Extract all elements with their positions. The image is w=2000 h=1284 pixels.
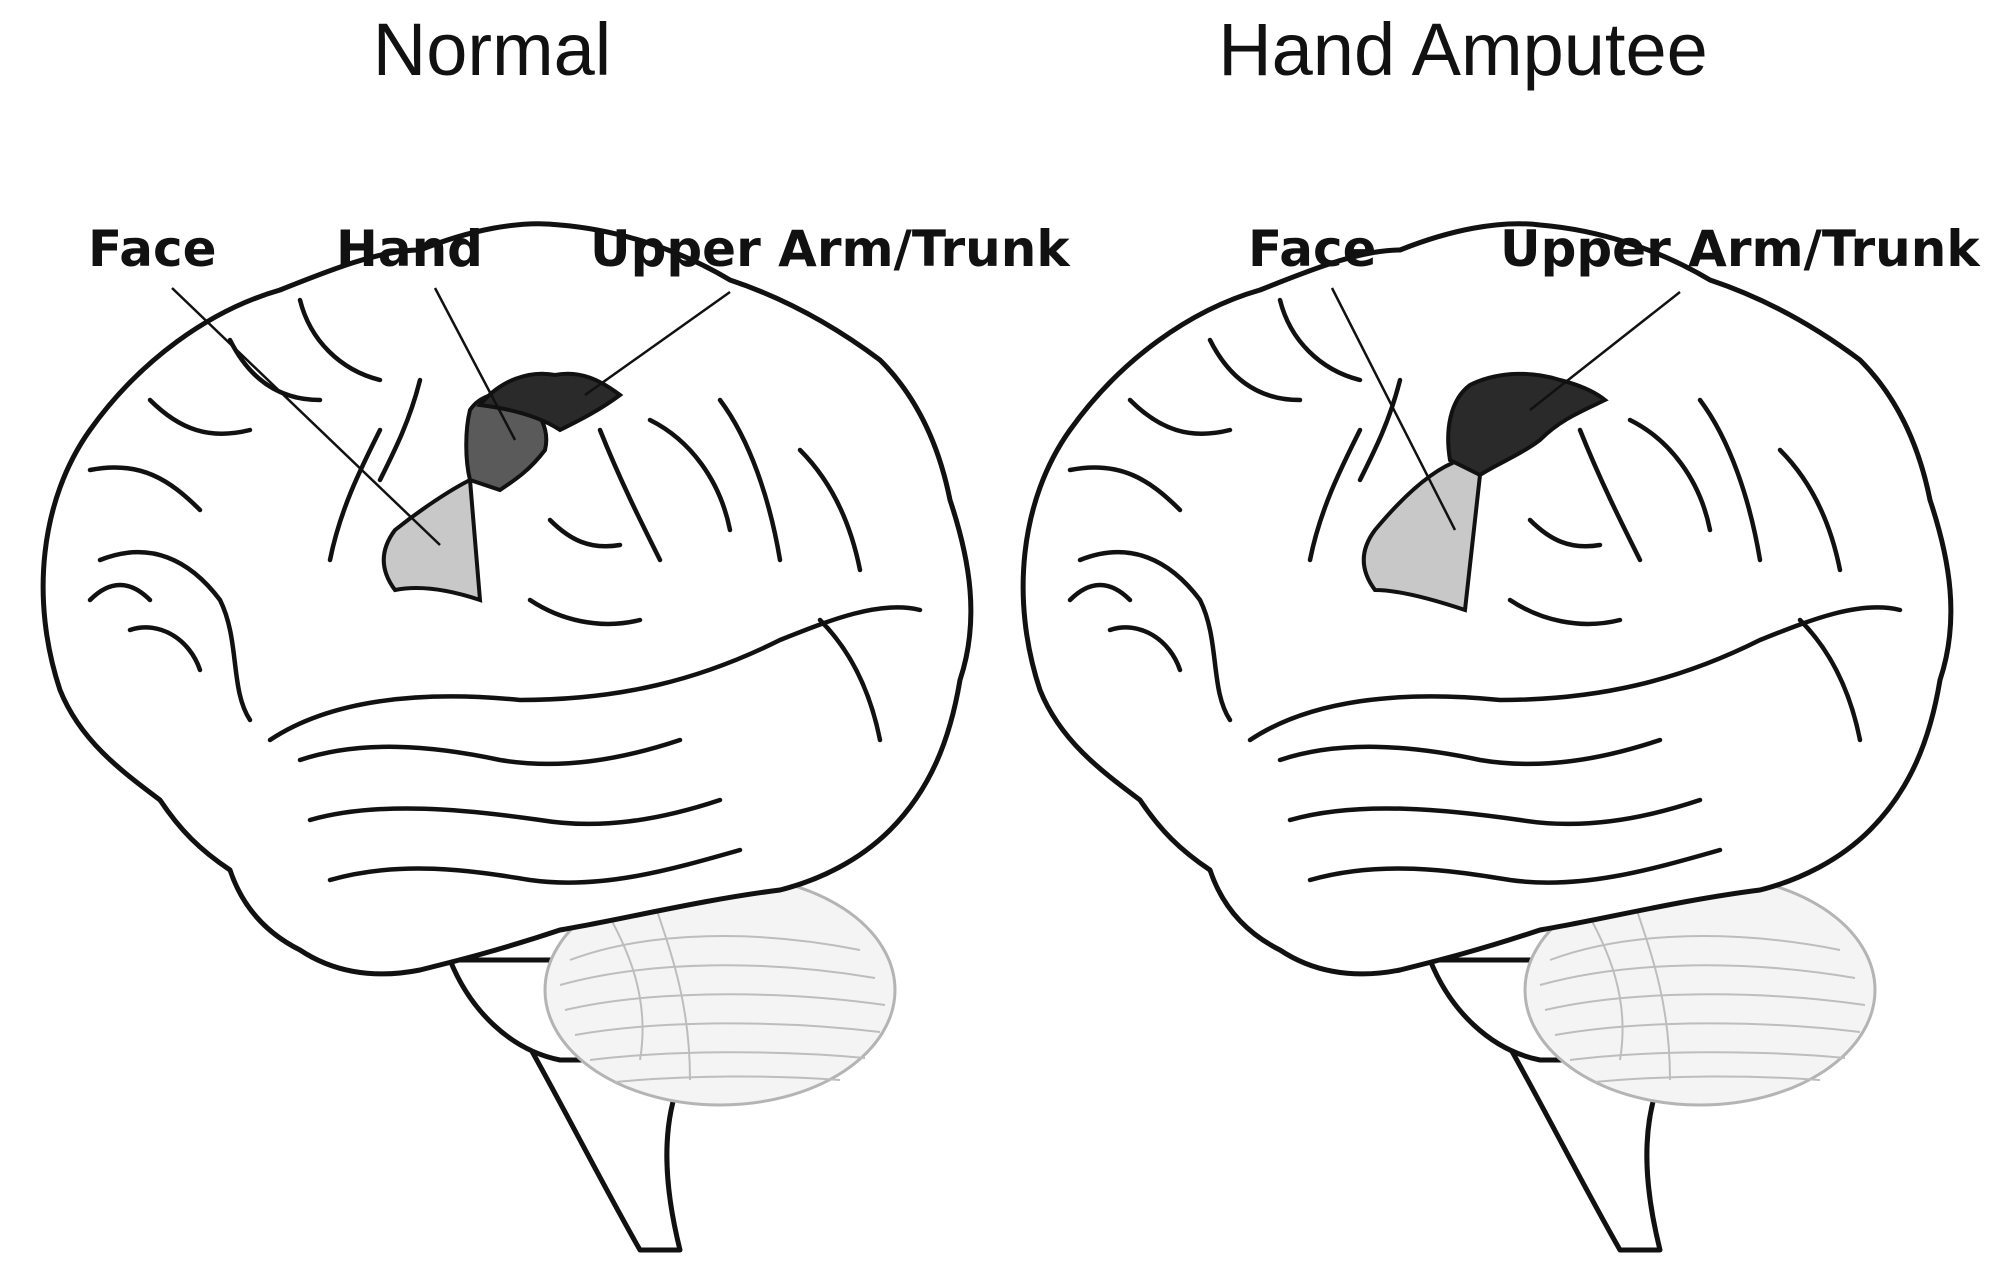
normal-trunk-leader [584, 290, 731, 397]
normal-face-label: Face [88, 220, 217, 278]
normal-trunk-region [476, 371, 624, 433]
amputee-somatosensory-strip [1361, 371, 1609, 613]
normal-hand-leader [433, 287, 517, 441]
normal-hand-label: Hand [336, 220, 483, 278]
amputee-face-label: Face [1248, 220, 1377, 278]
normal-face-leader [171, 287, 441, 546]
amputee-panel: Hand Amputee Face Upper Arm/Trunk [1023, 8, 1981, 1250]
normal-trunk-label: Upper Arm/Trunk [590, 220, 1071, 278]
normal-panel-title: Normal [373, 8, 611, 91]
normal-panel: Normal Face Hand Upper Arm/Trunk [43, 8, 1071, 1250]
amputee-face-leader [1330, 287, 1457, 531]
normal-somatosensory-strip [381, 371, 624, 603]
amputee-panel-title: Hand Amputee [1218, 8, 1708, 91]
normal-brain-illustration [43, 224, 971, 1250]
amputee-trunk-leader [1529, 291, 1681, 411]
amputee-trunk-region [1446, 371, 1609, 478]
amputee-face-region [1361, 457, 1483, 613]
amputee-trunk-label: Upper Arm/Trunk [1500, 220, 1981, 278]
normal-face-region [381, 476, 483, 603]
